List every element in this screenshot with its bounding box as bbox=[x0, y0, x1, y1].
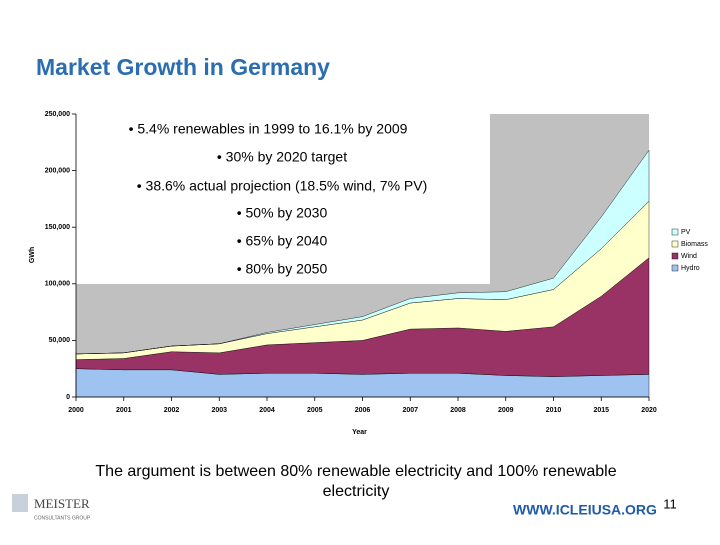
logo-subtitle: CONSULTANTS GROUP bbox=[34, 515, 91, 521]
logo-name: MEISTER bbox=[34, 496, 90, 511]
x-tick-label: 2000 bbox=[68, 407, 84, 414]
y-tick-label: 200,000 bbox=[45, 167, 70, 174]
area bbox=[75, 149, 650, 355]
x-tick-label: 2002 bbox=[164, 407, 180, 414]
annotation: • 80% by 2050 bbox=[237, 261, 328, 277]
x-tick-label: 2008 bbox=[450, 407, 466, 414]
y-tick-label: 50,000 bbox=[49, 337, 71, 344]
y-tick-label: 150,000 bbox=[45, 224, 70, 231]
page-number: 11 bbox=[663, 496, 677, 511]
x-tick-label: 2015 bbox=[593, 407, 609, 414]
url: WWW.ICLEIUSA.ORG bbox=[513, 502, 657, 518]
caption: The argument is between 80% renewable el… bbox=[95, 463, 616, 500]
x-tick-label: 2009 bbox=[498, 407, 514, 414]
x-tick-label: 2005 bbox=[307, 407, 323, 414]
legend-swatch bbox=[671, 228, 679, 236]
legend-label: Biomass bbox=[681, 241, 708, 248]
x-tick-label: 2010 bbox=[546, 407, 562, 414]
annotation: • 50% by 2030 bbox=[237, 205, 328, 221]
legend-swatch bbox=[671, 252, 679, 260]
y-axis-label: GWh bbox=[29, 247, 36, 263]
slide-title: Market Growth in Germany bbox=[36, 54, 330, 80]
legend-label: Hydro bbox=[681, 265, 700, 272]
x-tick-label: 2020 bbox=[641, 407, 657, 414]
x-tick-label: 2003 bbox=[211, 407, 227, 414]
chart: • 5.4% renewables in 1999 to 16.1% by 20… bbox=[29, 111, 708, 436]
legend-swatch bbox=[671, 240, 679, 248]
x-axis-label: Year bbox=[352, 429, 367, 436]
x-tick-label: 2001 bbox=[116, 407, 132, 414]
y-tick-label: 250,000 bbox=[45, 111, 70, 118]
y-tick-label: 100,000 bbox=[45, 281, 70, 288]
annotation: • 65% by 2040 bbox=[237, 233, 328, 249]
x-tick-label: 2004 bbox=[259, 407, 275, 414]
annotation: • 38.6% actual projection (18.5% wind, 7… bbox=[137, 178, 428, 194]
annotation: • 30% by 2020 target bbox=[217, 149, 347, 165]
legend-label: Wind bbox=[681, 253, 697, 260]
legend-label: PV bbox=[681, 229, 691, 236]
logo-icon bbox=[12, 494, 28, 512]
annotation: • 5.4% renewables in 1999 to 16.1% by 20… bbox=[129, 121, 408, 137]
x-tick-label: 2006 bbox=[355, 407, 371, 414]
y-tick-label: 0 bbox=[66, 394, 70, 401]
annotation-box bbox=[76, 114, 490, 284]
legend-swatch bbox=[671, 264, 679, 272]
x-tick-label: 2007 bbox=[402, 407, 418, 414]
